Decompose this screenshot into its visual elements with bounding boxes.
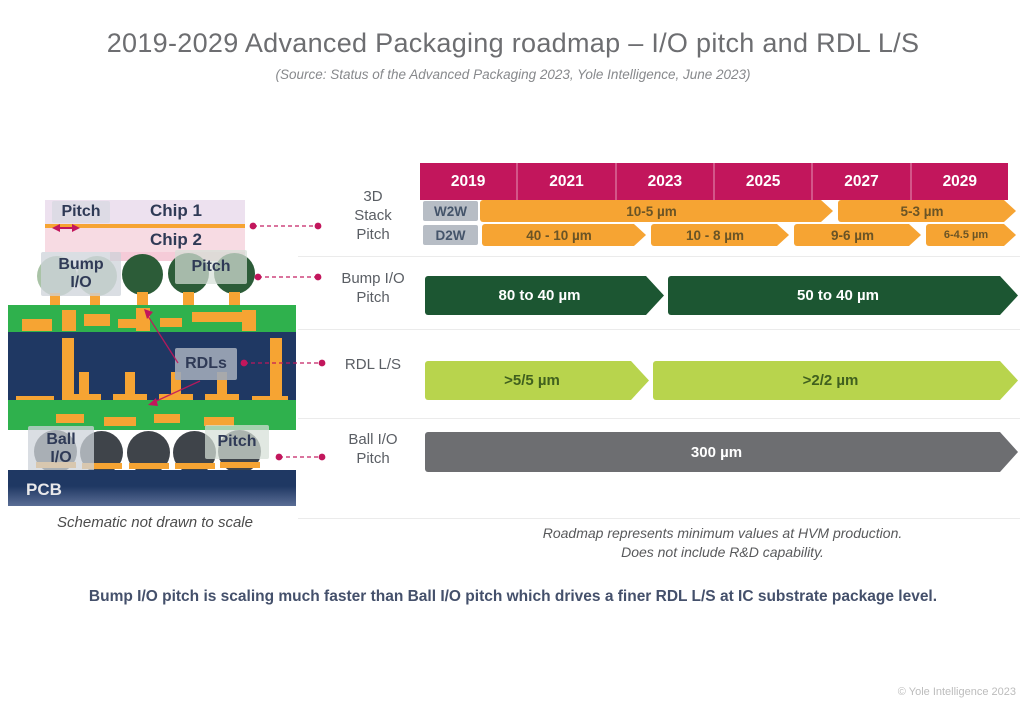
bump-stub: [90, 293, 100, 307]
copper-pad: [154, 414, 180, 423]
bump-stub: [229, 292, 240, 307]
pitch-mid-label: Pitch: [175, 250, 247, 284]
pitch-bottom-label: Pitch: [205, 425, 269, 459]
row-label-line: Pitch: [356, 226, 390, 243]
ball-io-label-line: Ball: [46, 431, 76, 448]
row-label-bump-io-pitch: Bump I/O Pitch: [325, 269, 421, 307]
roadmap-note: Roadmap represents minimum values at HVM…: [425, 524, 1020, 562]
key-takeaway: Bump I/O pitch is scaling much faster th…: [88, 588, 938, 605]
row-label-line: Pitch: [356, 289, 390, 306]
row-label-line: RDL L/S: [344, 356, 402, 373]
roadmap-note-line2: Does not include R&D capability.: [621, 544, 824, 560]
copper-pad: [160, 318, 182, 327]
bond-line: [45, 224, 245, 228]
chip2-label: Chip 2: [150, 230, 202, 249]
via-stem: [217, 372, 227, 398]
pcb-block: [8, 470, 296, 506]
row-separator: [298, 256, 1020, 257]
row-label-line: Ball I/O: [348, 431, 398, 448]
row-separator: [298, 329, 1020, 330]
ball-io-label-line: I/O: [50, 449, 72, 466]
year-label: 2019: [450, 172, 486, 190]
bump-stub: [183, 292, 194, 307]
copper-pad: [204, 417, 234, 426]
row-label-line: Pitch: [356, 450, 390, 467]
roadmap-arrow-w2w-1: 10-5 µm: [480, 200, 833, 222]
chip1-label: Chip 1: [150, 201, 202, 220]
row-label-rdl-ls: RDL L/S: [325, 355, 421, 374]
ball-io-label: Ball I/O: [28, 426, 94, 472]
pcb-label: PCB: [26, 480, 62, 499]
via-stem: [79, 372, 89, 398]
copper-pad: [22, 319, 52, 331]
copper-pad: [118, 319, 138, 328]
row-separator: [298, 518, 1020, 519]
tag-w2w: W2W: [423, 201, 478, 221]
through-via: [62, 338, 74, 400]
substrate-core: [8, 332, 296, 400]
row-label-line: 3D: [363, 188, 383, 205]
roadmap-arrow-d2w-1: 40 - 10 µm: [482, 224, 646, 246]
year-label: 2029: [909, 163, 1008, 200]
roadmap-arrow-w2w-2: 5-3 µm: [838, 200, 1016, 222]
rdls-label: RDLs: [175, 348, 237, 380]
chip2-block: [45, 228, 245, 252]
tag-d2w: D2W: [423, 225, 478, 245]
bump-io-label: Bump I/O: [41, 252, 121, 296]
bump-stub: [50, 293, 60, 307]
via-stem: [125, 372, 135, 398]
copper-pad: [242, 310, 256, 331]
copper-pad: [84, 314, 110, 326]
bump-io-label-line: I/O: [70, 274, 92, 291]
roadmap-arrow-d2w-3: 9-6 µm: [794, 224, 921, 246]
roadmap-arrow-d2w-2: 10 - 8 µm: [651, 224, 789, 246]
year-label: 2025: [712, 163, 811, 200]
roadmap-arrow-d2w-4: 6-4.5 µm: [926, 224, 1016, 246]
package-schematic: Pitch Chip 1 Chip 2 Bump I/O Pitch: [8, 198, 298, 510]
pitch-top-label: Pitch: [52, 201, 110, 223]
ball-pad: [220, 462, 260, 468]
roadmap-arrow-bump-2: 50 to 40 µm: [668, 276, 1018, 315]
bump-ball: [122, 254, 163, 295]
year-label: 2021: [516, 163, 614, 200]
row-label-line: Stack: [354, 207, 392, 224]
ball-pad: [175, 463, 215, 469]
copper-pad: [136, 308, 150, 331]
through-via: [270, 338, 282, 400]
roadmap-arrow-ball: 300 µm: [425, 432, 1018, 472]
row-separator: [298, 418, 1020, 419]
ball-pad: [129, 463, 169, 469]
year-label: 2027: [811, 163, 909, 200]
row-label-line: Bump I/O: [341, 270, 405, 287]
copper-pad: [62, 310, 76, 331]
page-title: 2019-2029 Advanced Packaging roadmap – I…: [106, 28, 920, 58]
bump-stub: [137, 292, 148, 307]
copper-pad: [192, 312, 252, 322]
row-label-3d-stack-pitch: 3D Stack Pitch: [325, 187, 421, 244]
row-label-ball-io-pitch: Ball I/O Pitch: [325, 430, 421, 468]
page-subtitle: (Source: Status of the Advanced Packagin…: [275, 67, 751, 82]
year-label: 2023: [614, 163, 713, 200]
roadmap-note-line1: Roadmap represents minimum values at HVM…: [542, 525, 903, 541]
copper-pad: [56, 414, 84, 423]
roadmap-arrow-rdl-1: >5/5 µm: [425, 361, 649, 400]
schematic-caption: Schematic not drawn to scale: [57, 514, 253, 531]
roadmap-arrow-bump-1: 80 to 40 µm: [425, 276, 664, 315]
copper-pad: [104, 417, 136, 426]
roadmap-arrow-rdl-2: >2/2 µm: [653, 361, 1018, 400]
copyright: © Yole Intelligence 2023: [897, 686, 1016, 698]
bump-io-label-line: Bump: [58, 256, 104, 273]
ball-pad: [82, 463, 122, 469]
year-axis: 2019 2021 2023 2025 2027 2029: [420, 163, 1008, 200]
